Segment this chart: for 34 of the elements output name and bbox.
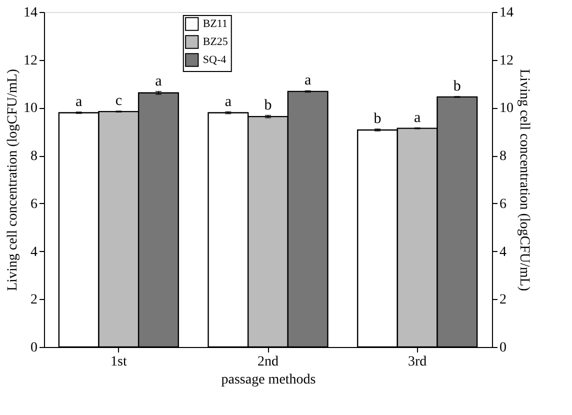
y-tick-label: 10 <box>24 101 38 116</box>
y2-axis-title: Living cell concentration (logCFU/mL) <box>516 68 532 292</box>
y-tick-label: 6 <box>30 196 38 212</box>
y-tick-label: 4 <box>30 244 38 260</box>
y-tick-label: 0 <box>30 340 38 356</box>
y2-tick-label: 10 <box>500 101 514 116</box>
x-tick-label: 3rd <box>408 354 427 370</box>
y2-tick-label: 12 <box>500 53 514 68</box>
x-tick-label: 2nd <box>258 354 278 370</box>
y2-tick-label: 6 <box>500 196 506 212</box>
y2-tick-label: 14 <box>500 6 514 20</box>
annotation: a <box>224 94 232 110</box>
annotation: a <box>304 72 312 89</box>
y-axis-title: Living cell concentration (logCFU/mL) <box>6 68 20 292</box>
x-axis-title: passage methods <box>221 372 316 388</box>
annotation: a <box>155 73 162 90</box>
annotation: b <box>374 111 382 128</box>
y2-tick-label: 0 <box>500 340 506 356</box>
y-tick-label: 8 <box>30 149 38 164</box>
y2-tick-label: 2 <box>500 292 506 308</box>
y-tick-label: 14 <box>24 6 38 20</box>
legend-label: SQ-4 <box>202 54 227 66</box>
legend-label: BZ25 <box>202 36 228 48</box>
annotation: c <box>115 93 122 110</box>
y2-tick-label: 4 <box>500 244 506 260</box>
annotation: a <box>414 110 421 126</box>
y2-tick-label: 8 <box>500 149 506 164</box>
y-tick-label: 2 <box>30 292 38 308</box>
legend-label: BZ11 <box>202 18 228 30</box>
annotation: a <box>76 94 83 110</box>
annotation: b <box>453 78 461 94</box>
x-tick-label: 1st <box>110 354 127 370</box>
y-tick-label: 12 <box>24 53 38 68</box>
annotation: b <box>264 97 272 114</box>
